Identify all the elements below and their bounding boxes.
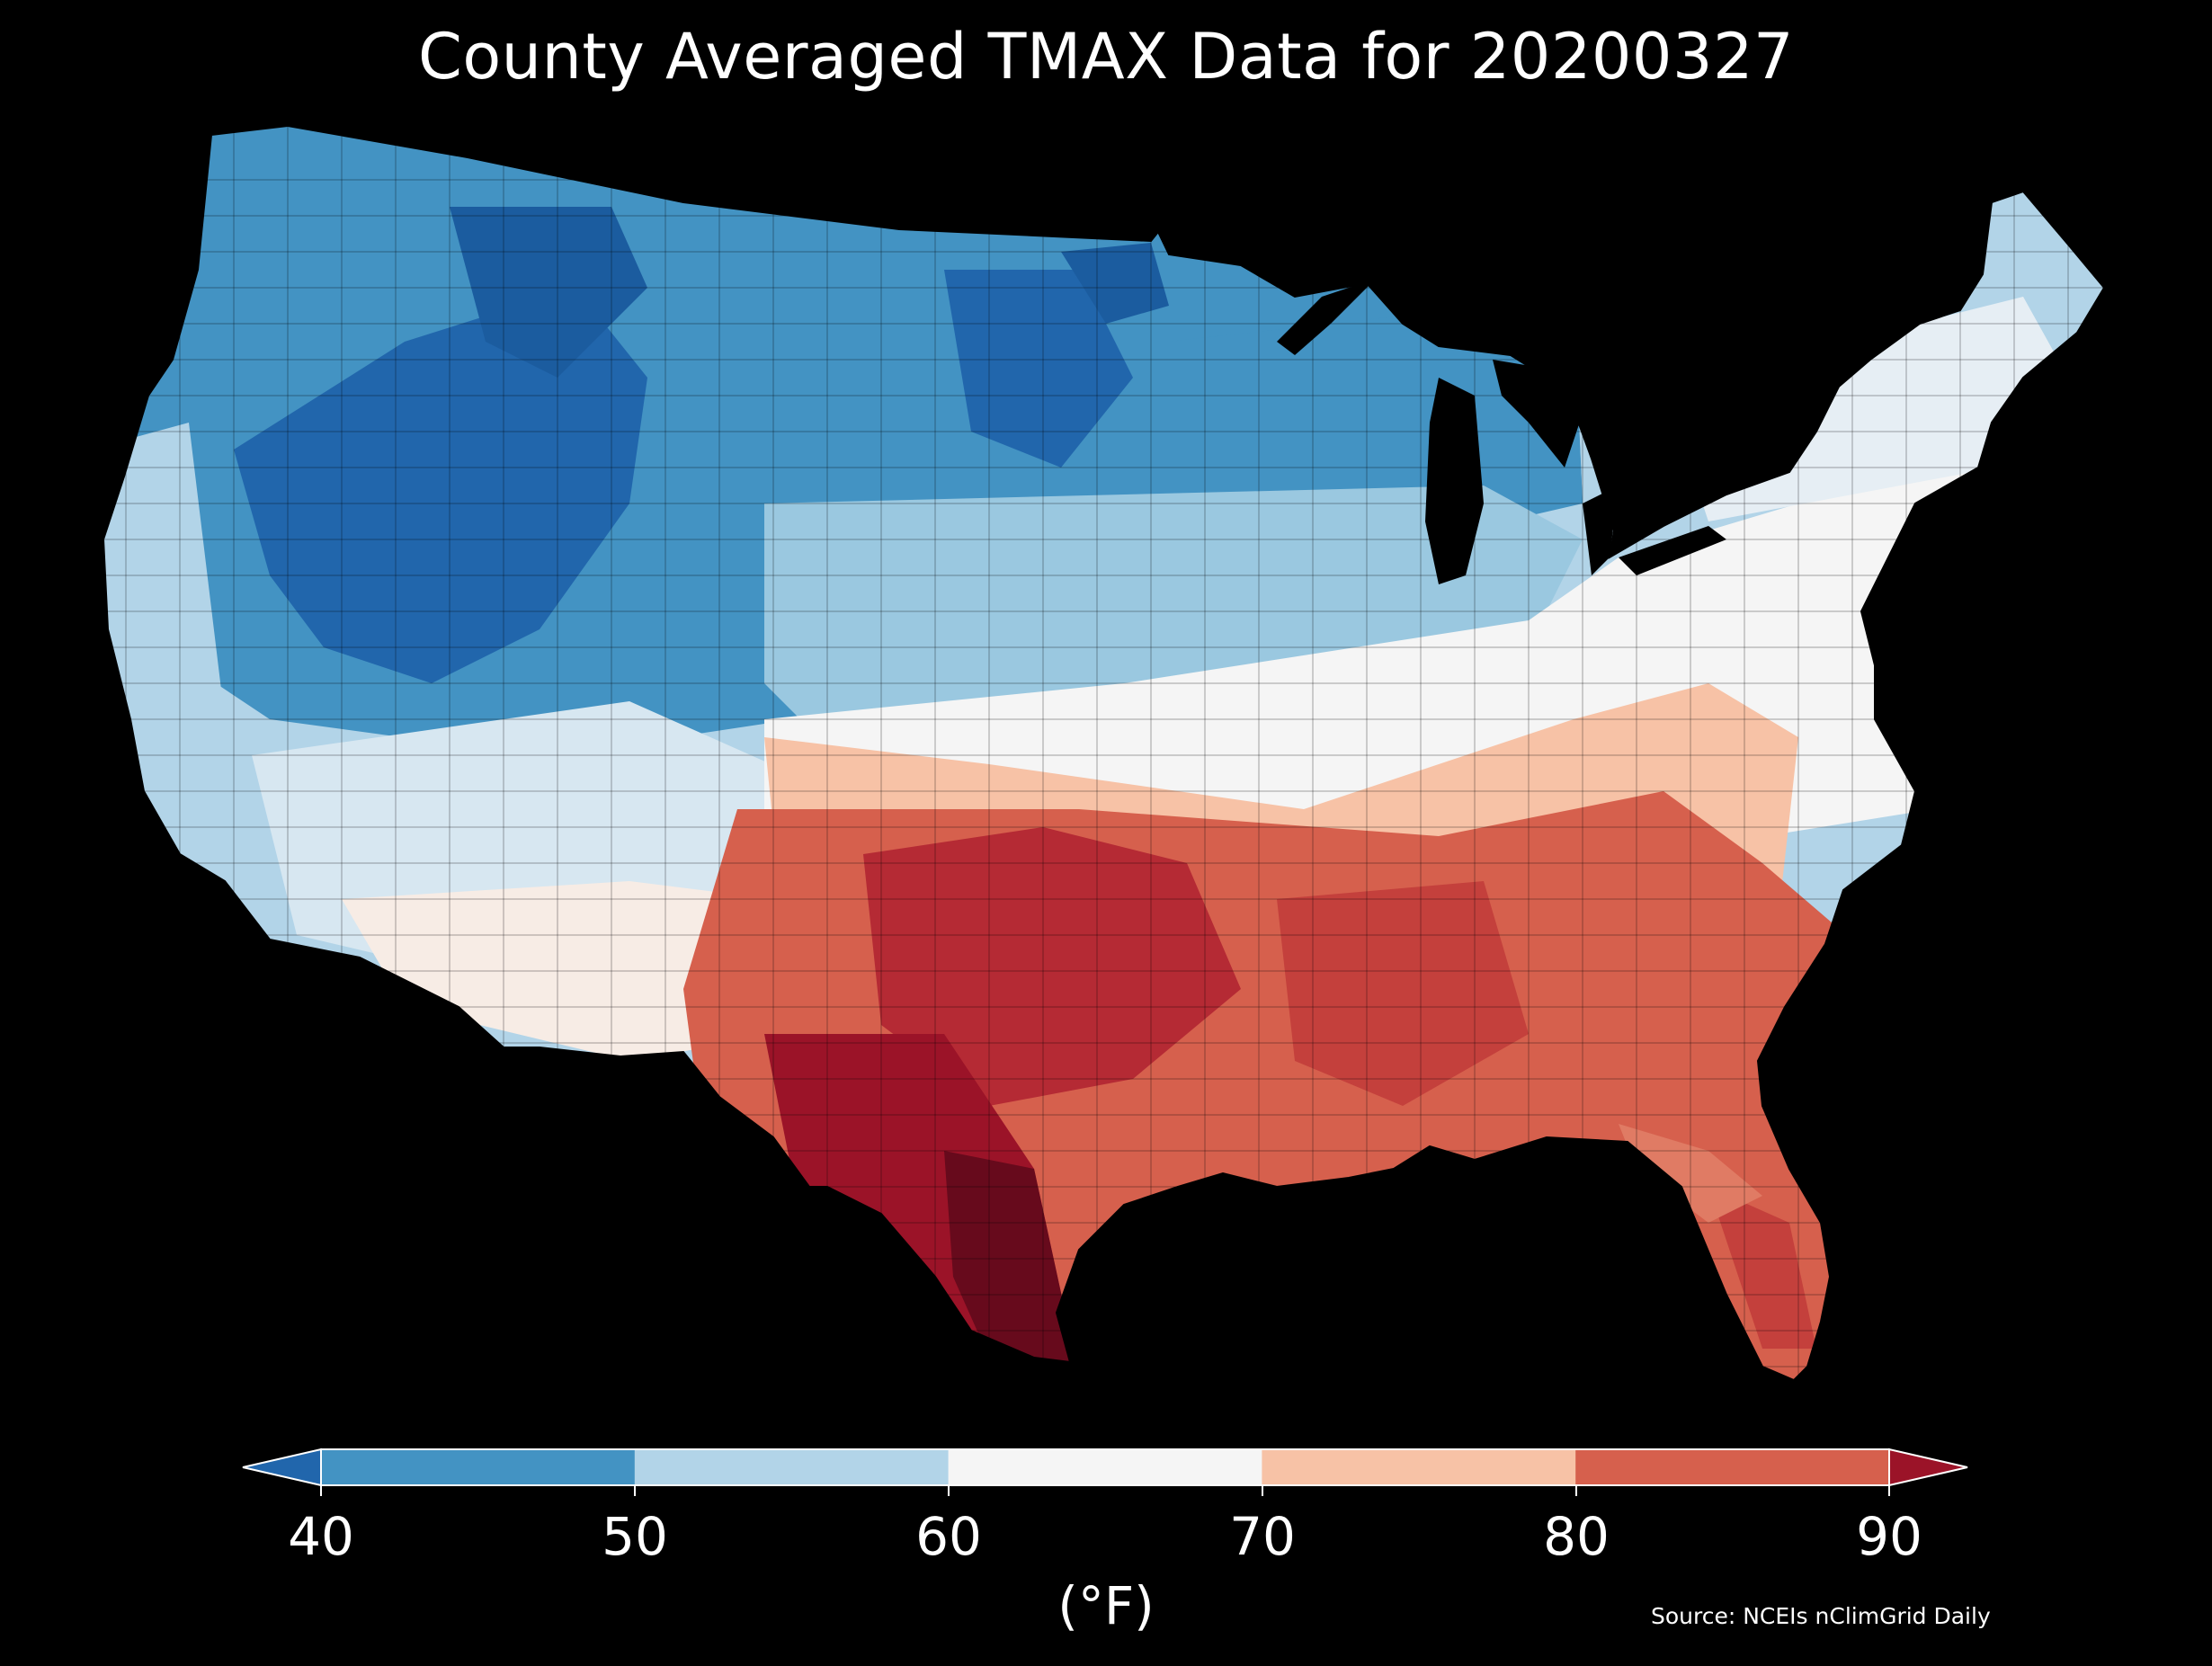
- source-credit: Source: NCEIs nClimGrid Daily: [1651, 1603, 1991, 1629]
- colorbar-tick-label: 90: [1856, 1506, 1922, 1567]
- colorbar-segment: [321, 1449, 636, 1485]
- colorbar-segment: [948, 1449, 1262, 1485]
- colorbar-tick-label: 50: [602, 1506, 668, 1567]
- colorbar-extend-low: [242, 1448, 322, 1487]
- colorbar-frame: [320, 1448, 1890, 1486]
- colorbar-tick-label: 80: [1543, 1506, 1610, 1567]
- colorbar-tick-label: 60: [915, 1506, 982, 1567]
- colorbar-tick-label: 70: [1229, 1506, 1296, 1567]
- colorbar-segment: [1262, 1449, 1576, 1485]
- colorbar-segment: [634, 1449, 950, 1485]
- colorbar-segment: [1575, 1449, 1890, 1485]
- colorbar-extend-high: [1888, 1448, 1968, 1487]
- colorbar-ticks: [320, 1485, 1890, 1496]
- map-title: County Averaged TMAX Data for 20200327: [417, 20, 1795, 94]
- colorbar-units-label: (°F): [1057, 1575, 1155, 1636]
- colorbar-tick-label: 40: [288, 1506, 354, 1567]
